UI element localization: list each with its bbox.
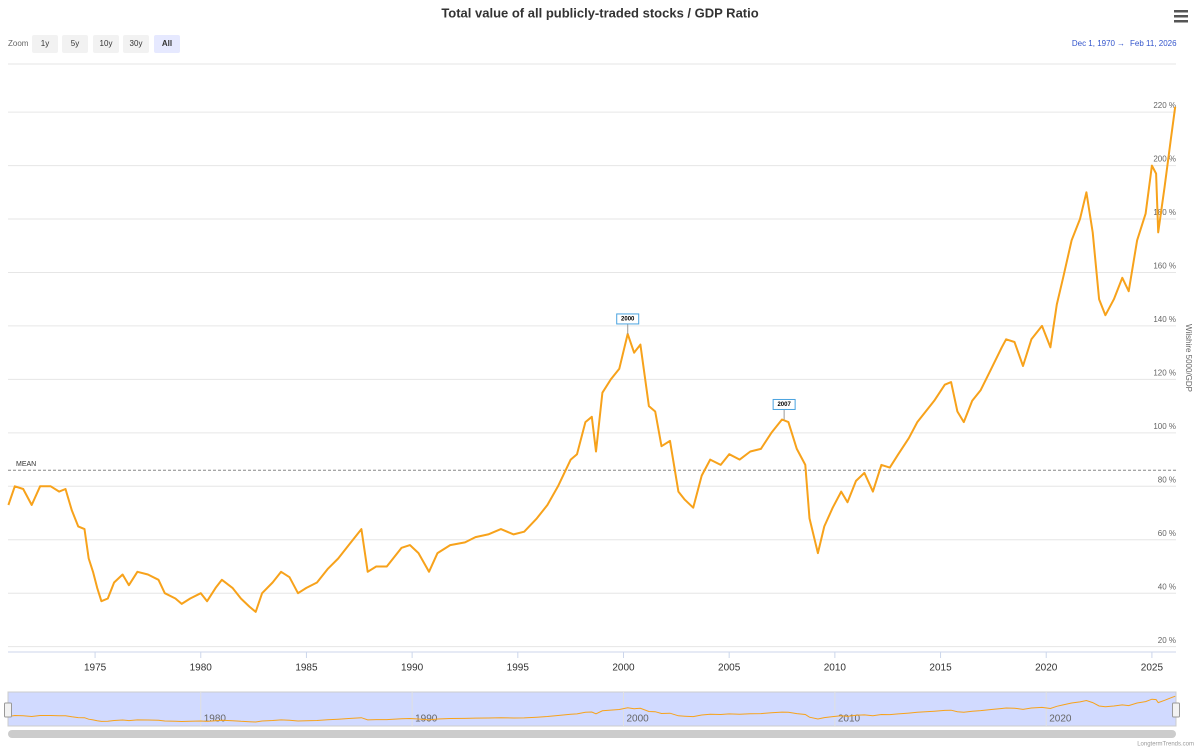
scrollbar[interactable] <box>8 730 1176 738</box>
series-line <box>7 106 1177 613</box>
credits: LongtermTrends.com <box>1137 742 1194 748</box>
zoom-button-label[interactable]: All <box>162 39 172 48</box>
y-tick-label: 40 % <box>1158 582 1176 591</box>
navigator-tick-label: 2000 <box>626 714 649 725</box>
y-tick-label: 100 % <box>1153 422 1176 431</box>
y-tick-label: 220 % <box>1153 101 1176 110</box>
navigator-line <box>8 695 1176 723</box>
zoom-button[interactable] <box>93 35 119 53</box>
zoom-button-label[interactable]: 10y <box>100 39 113 48</box>
y-tick-label: 140 % <box>1153 315 1176 324</box>
y-tick-label: 60 % <box>1158 529 1176 538</box>
range-to[interactable]: Feb 11, 2026 <box>1130 39 1177 48</box>
navigator-tick-label: 2010 <box>838 714 861 725</box>
zoom-button-label[interactable]: 1y <box>41 39 49 48</box>
annotation-label: 2000 <box>621 317 635 323</box>
navigator-tick-label: 1990 <box>415 714 438 725</box>
chart-title: Total value of all publicly-traded stock… <box>441 5 758 20</box>
zoom-button-label[interactable]: 5y <box>71 39 79 48</box>
annotation-box <box>772 398 796 410</box>
y-tick-label: 160 % <box>1153 262 1176 271</box>
y-tick-label: 20 % <box>1158 636 1176 645</box>
x-tick-label: 1975 <box>84 663 107 674</box>
x-tick-label: 1985 <box>295 663 318 674</box>
zoom-button[interactable] <box>123 35 149 53</box>
x-tick-label: 1995 <box>507 663 530 674</box>
zoom-button-label[interactable]: 30y <box>130 39 143 48</box>
navigator-window <box>7 691 1177 727</box>
range-from[interactable]: Dec 1, 1970 <box>1072 39 1116 48</box>
zoom-button[interactable] <box>62 35 88 53</box>
zoom-label: Zoom <box>8 39 29 48</box>
navigator-handle[interactable] <box>4 702 12 718</box>
x-tick-label: 2010 <box>824 663 847 674</box>
x-tick-label: 2005 <box>718 663 741 674</box>
x-tick-label: 2025 <box>1141 663 1164 674</box>
y-tick-label: 180 % <box>1153 208 1176 217</box>
range-arrow: → <box>1117 39 1125 48</box>
y-tick-label: 120 % <box>1153 368 1176 377</box>
menu-icon[interactable] <box>1174 10 1188 23</box>
x-tick-label: 2000 <box>612 663 635 674</box>
x-tick-label: 2020 <box>1035 663 1058 674</box>
zoom-button[interactable] <box>32 35 58 53</box>
y-axis-title: Wilshire 5000/GDP <box>1184 324 1193 392</box>
y-tick-label: 200 % <box>1153 155 1176 164</box>
y-tick-label: 80 % <box>1158 475 1176 484</box>
navigator-tick-label: 1980 <box>204 714 227 725</box>
navigator-tick-label: 2020 <box>1049 714 1072 725</box>
x-tick-label: 1990 <box>401 663 424 674</box>
zoom-button[interactable] <box>154 35 180 53</box>
mean-label: MEAN <box>16 461 36 468</box>
navigator-handle[interactable] <box>1172 702 1180 718</box>
annotation-label: 2007 <box>777 402 791 408</box>
x-tick-label: 1980 <box>190 663 213 674</box>
annotation-box <box>616 313 640 325</box>
x-tick-label: 2015 <box>929 663 952 674</box>
